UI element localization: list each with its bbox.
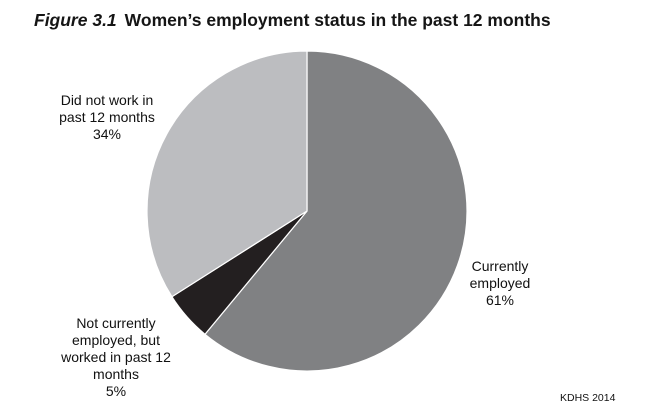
slice-value-label: 61% [485,292,515,308]
pie-slice-currently-employed [204,50,468,372]
figure-title: Women’s employment status in the past 12… [124,10,551,30]
slice-label-line: employed [469,275,531,291]
pie-slice-did-not-work [146,50,308,298]
slice-label-line: worked in past 12 [61,349,171,365]
slice-label-did-not-work: Did not work in past 12 months 34% [44,92,170,143]
source-note: KDHS 2014 [560,392,616,404]
slice-label-line: Not currently [76,315,156,331]
chart-title: Figure 3.1 Women’s employment status in t… [34,10,551,31]
slice-value-label: 5% [105,383,127,399]
slice-label-line: past 12 months [59,109,155,125]
slice-label-line: employed, but [72,332,160,348]
slice-label-line: months [93,366,139,382]
slice-label-line: Currently [471,258,529,274]
slice-label-not-currently-employed: Not currently employed, but worked in pa… [44,315,188,400]
slice-value-label: 34% [92,126,122,142]
figure-number: Figure 3.1 [34,10,117,30]
slice-label-currently-employed: Currently employed 61% [448,258,552,309]
pie-slices [146,50,468,372]
slice-label-line: Did not work in [60,92,154,108]
